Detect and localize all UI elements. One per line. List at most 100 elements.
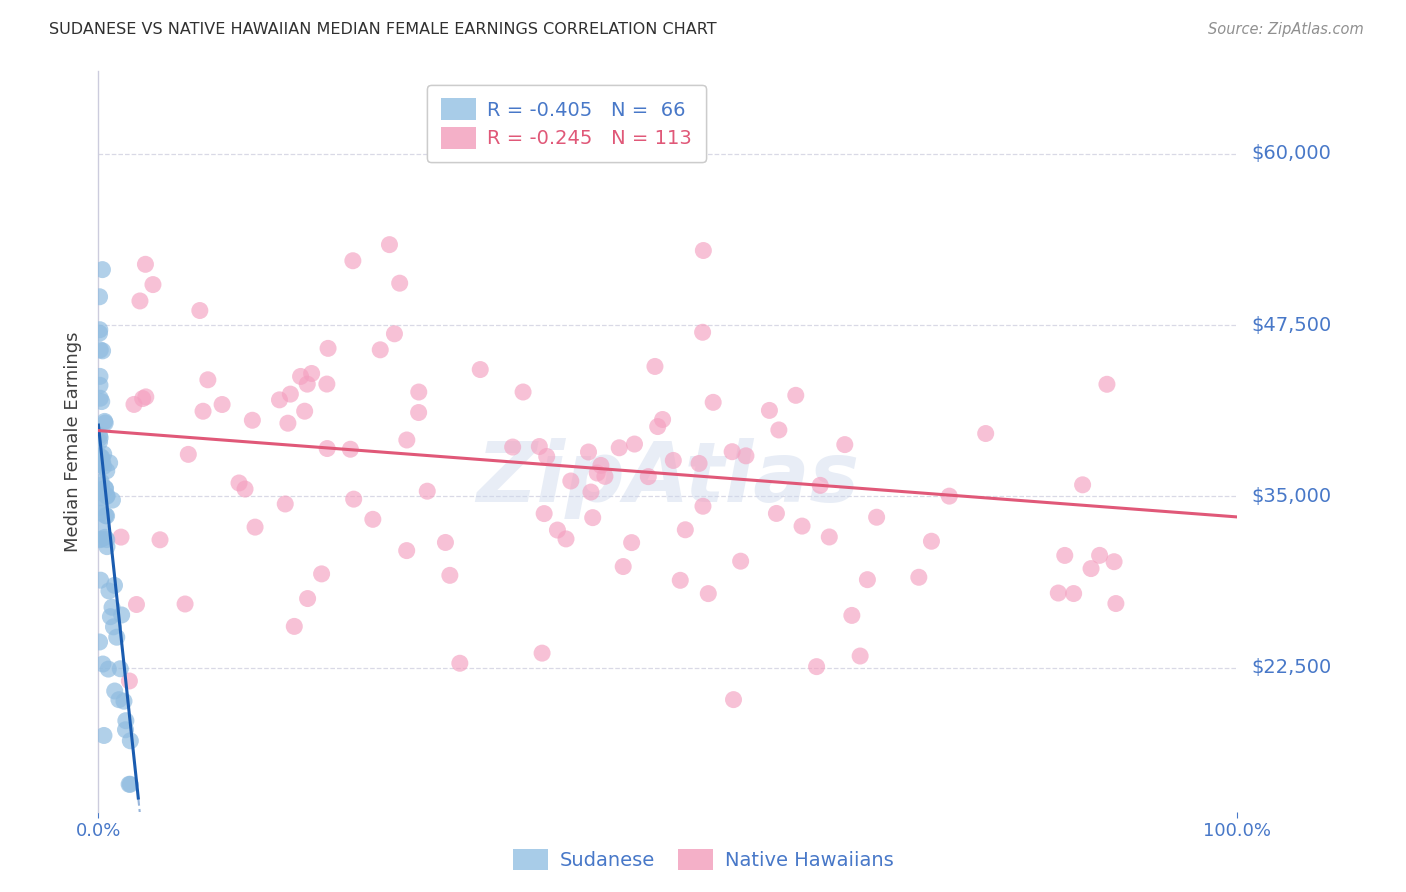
- Point: [806, 659, 828, 673]
- Point: [89, 391, 111, 405]
- Point: [579, 485, 602, 500]
- Point: [416, 484, 439, 499]
- Point: [90, 506, 112, 520]
- Y-axis label: Median Female Earnings: Median Female Earnings: [65, 331, 83, 552]
- Point: [697, 586, 720, 600]
- Point: [89, 635, 111, 649]
- Point: [90, 478, 112, 492]
- Point: [785, 388, 807, 402]
- Point: [274, 497, 297, 511]
- Point: [89, 326, 111, 340]
- Point: [91, 485, 114, 500]
- Point: [90, 491, 112, 505]
- Point: [89, 484, 111, 499]
- Point: [96, 489, 118, 503]
- Point: [101, 493, 124, 508]
- Point: [177, 447, 200, 461]
- Point: [502, 440, 524, 454]
- Point: [197, 373, 219, 387]
- Point: [586, 466, 609, 480]
- Point: [865, 510, 887, 524]
- Text: $60,000: $60,000: [1251, 145, 1331, 163]
- Point: [91, 657, 114, 671]
- Point: [841, 608, 863, 623]
- Point: [920, 534, 942, 549]
- Point: [188, 303, 211, 318]
- Point: [512, 384, 534, 399]
- Point: [89, 450, 111, 464]
- Point: [692, 244, 714, 258]
- Point: [135, 390, 157, 404]
- Point: [315, 377, 337, 392]
- Point: [1063, 586, 1085, 600]
- Point: [89, 533, 111, 547]
- Point: [408, 405, 430, 419]
- Point: [849, 648, 872, 663]
- Point: [1071, 478, 1094, 492]
- Point: [582, 510, 605, 524]
- Point: [90, 450, 112, 465]
- Point: [269, 392, 291, 407]
- Point: [277, 416, 299, 430]
- Point: [908, 570, 931, 584]
- Point: [90, 483, 112, 497]
- Point: [395, 543, 418, 558]
- Point: [90, 475, 112, 489]
- Point: [94, 416, 117, 430]
- Point: [118, 777, 141, 791]
- Legend: Sudanese, Native Hawaiians: Sudanese, Native Hawaiians: [505, 841, 901, 878]
- Point: [1053, 549, 1076, 563]
- Point: [94, 530, 117, 544]
- Point: [644, 359, 666, 374]
- Point: [439, 568, 461, 582]
- Point: [343, 492, 366, 507]
- Point: [243, 520, 266, 534]
- Point: [384, 326, 406, 341]
- Point: [1080, 561, 1102, 575]
- Point: [228, 475, 250, 490]
- Point: [388, 276, 411, 290]
- Point: [620, 535, 643, 549]
- Point: [89, 369, 111, 384]
- Point: [294, 404, 316, 418]
- Point: [89, 434, 111, 449]
- Point: [91, 262, 114, 277]
- Point: [818, 530, 841, 544]
- Point: [974, 426, 997, 441]
- Point: [89, 500, 111, 515]
- Point: [560, 474, 582, 488]
- Point: [434, 535, 457, 549]
- Point: [395, 433, 418, 447]
- Point: [91, 343, 114, 358]
- Point: [688, 457, 710, 471]
- Point: [673, 523, 696, 537]
- Point: [647, 419, 669, 434]
- Point: [129, 293, 152, 308]
- Point: [89, 290, 111, 304]
- Point: [578, 445, 600, 459]
- Point: [118, 673, 141, 688]
- Point: [101, 600, 124, 615]
- Point: [89, 450, 111, 464]
- Point: [808, 478, 831, 492]
- Point: [612, 559, 634, 574]
- Point: [529, 440, 551, 454]
- Point: [110, 662, 132, 676]
- Point: [938, 489, 960, 503]
- Point: [623, 437, 645, 451]
- Point: [662, 453, 685, 467]
- Point: [174, 597, 197, 611]
- Point: [546, 523, 568, 537]
- Point: [122, 397, 145, 411]
- Point: [96, 533, 118, 547]
- Point: [97, 662, 120, 676]
- Point: [834, 437, 856, 451]
- Point: [692, 500, 714, 514]
- Point: [89, 343, 111, 357]
- Point: [790, 519, 813, 533]
- Point: [607, 441, 630, 455]
- Point: [342, 253, 364, 268]
- Point: [89, 428, 111, 442]
- Point: [96, 508, 118, 523]
- Point: [103, 620, 125, 634]
